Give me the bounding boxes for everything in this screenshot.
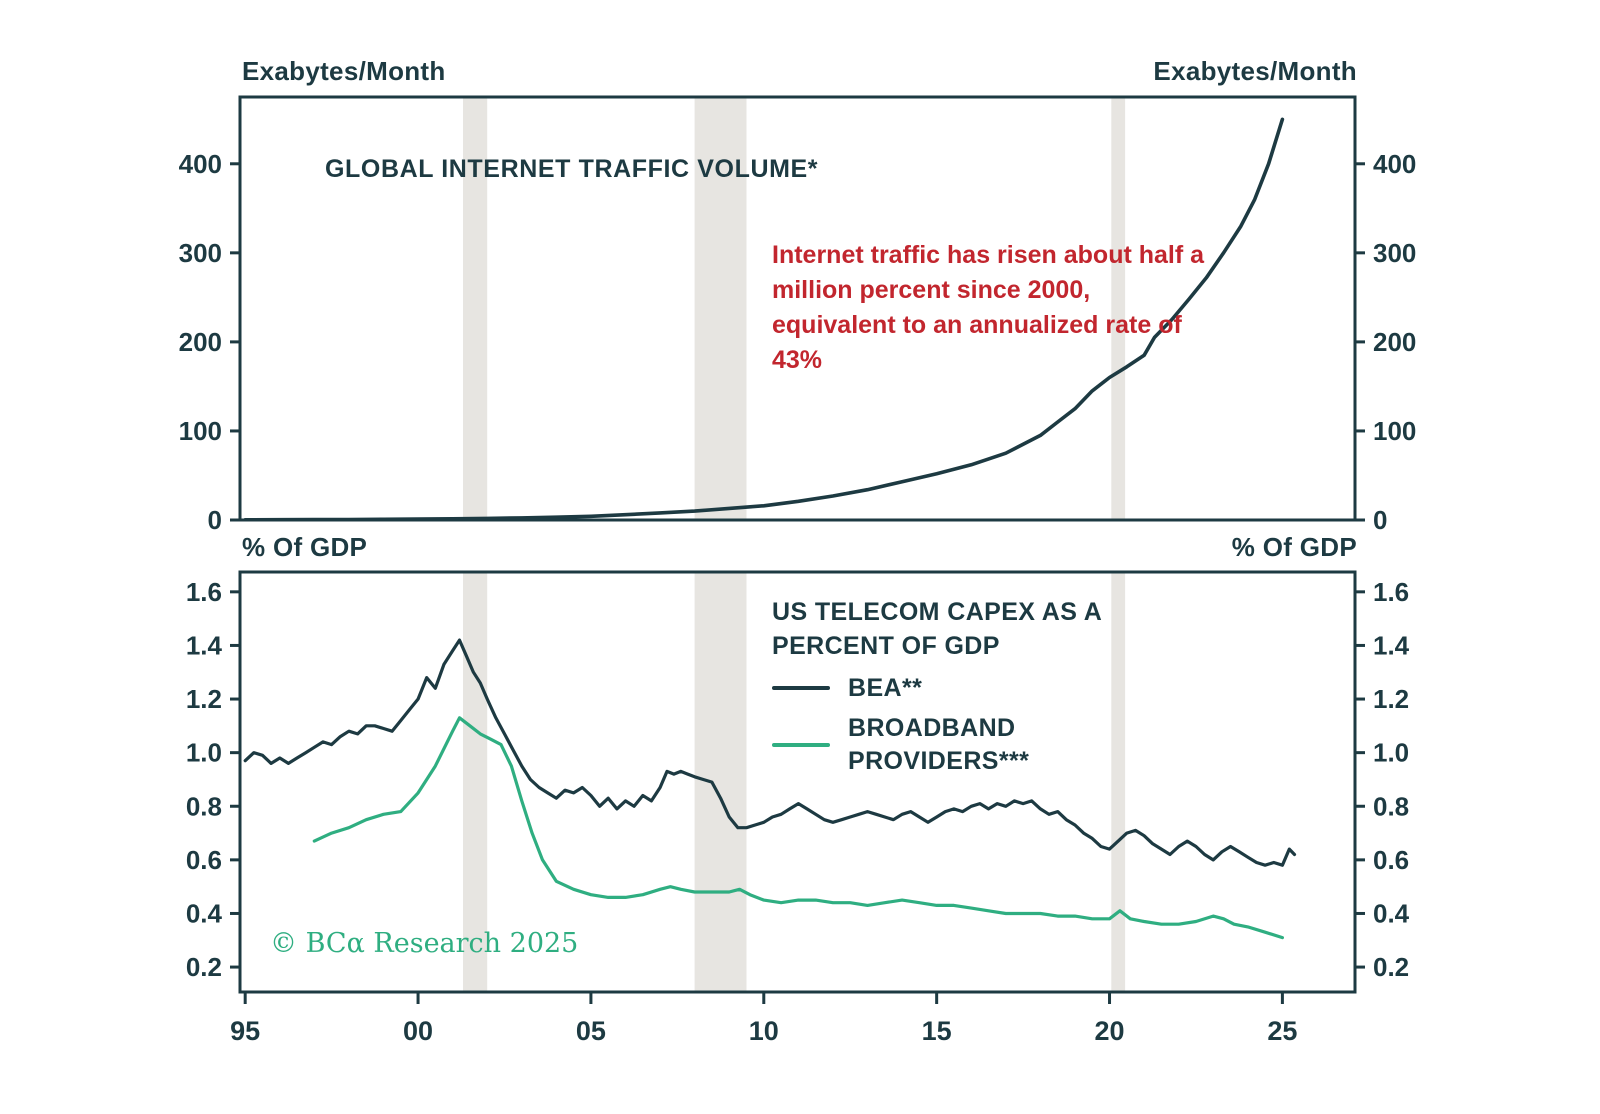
y-tick-label-left: 0.4 — [186, 898, 223, 928]
top-axis-unit-right: Exabytes/Month — [1153, 56, 1357, 86]
y-tick-label-right: 200 — [1373, 327, 1416, 357]
recession-band — [694, 572, 747, 992]
recession-band — [463, 97, 488, 520]
y-tick-label-left: 0 — [208, 505, 222, 535]
y-tick-label-left: 100 — [179, 416, 222, 446]
y-tick-label-right: 0.6 — [1373, 845, 1409, 875]
x-tick-label: 05 — [576, 1016, 606, 1046]
y-tick-label-right: 300 — [1373, 238, 1416, 268]
series-line-bea — [243, 638, 1297, 867]
watermark: © BCα Research 2025 — [270, 928, 579, 959]
top-axis-unit-left: Exabytes/Month — [242, 56, 446, 86]
y-tick-label-left: 0.2 — [186, 952, 222, 982]
y-tick-label-left: 1.2 — [186, 684, 222, 714]
y-tick-label-left: 200 — [179, 327, 222, 357]
bottom-chart-title: US TELECOM CAPEX AS A PERCENT OF GDP — [772, 598, 1102, 660]
recession-band — [694, 97, 747, 520]
y-tick-label-right: 1.6 — [1373, 577, 1409, 607]
panel-border — [238, 95, 1357, 522]
series-line-global-internet-traffic-volume — [243, 117, 1285, 520]
legend-swatch-broadband — [772, 742, 830, 747]
y-tick-label-left: 1.6 — [186, 577, 222, 607]
top-chart-title: GLOBAL INTERNET TRAFFIC VOLUME* — [325, 155, 819, 183]
y-tick-label-right: 400 — [1373, 149, 1416, 179]
y-tick-label-right: 0.2 — [1373, 952, 1409, 982]
y-tick-label-left: 0.8 — [186, 791, 222, 821]
x-tick-label: 15 — [922, 1016, 952, 1046]
legend-label-bea: BEA** — [848, 674, 923, 702]
legend-swatch-bea — [772, 686, 830, 691]
y-tick-label-left: 0.6 — [186, 845, 222, 875]
legend-label-broadband: BROADBAND PROVIDERS*** — [848, 714, 1030, 775]
legend-item-bea: BEA** — [772, 672, 922, 705]
recession-band — [463, 572, 488, 992]
x-tick-label: 00 — [403, 1016, 433, 1046]
y-tick-label-right: 1.0 — [1373, 738, 1409, 768]
legend-item-broadband: BROADBAND PROVIDERS*** — [772, 712, 1088, 777]
x-tick-label: 95 — [230, 1016, 260, 1046]
bottom-axis-unit-right: % Of GDP — [1231, 532, 1357, 562]
y-tick-label-left: 400 — [179, 149, 222, 179]
y-tick-label-right: 0.8 — [1373, 791, 1409, 821]
panel-border — [238, 570, 1357, 994]
bottom-axis-unit-left: % Of GDP — [242, 532, 368, 562]
x-tick-label: 20 — [1095, 1016, 1125, 1046]
y-tick-label-right: 1.4 — [1373, 630, 1410, 660]
recession-band — [1111, 97, 1126, 520]
y-tick-label-left: 1.4 — [186, 630, 223, 660]
y-tick-label-left: 300 — [179, 238, 222, 268]
y-tick-label-right: 100 — [1373, 416, 1416, 446]
x-tick-label: 10 — [749, 1016, 779, 1046]
recession-band — [1111, 572, 1126, 992]
y-tick-label-right: 0 — [1373, 505, 1387, 535]
y-tick-label-left: 1.0 — [186, 738, 222, 768]
x-tick-label: 25 — [1267, 1016, 1297, 1046]
y-tick-label-right: 0.4 — [1373, 898, 1410, 928]
series-line-broadband-providers — [312, 716, 1284, 940]
annotation-text: Internet traffic has risen about half a … — [772, 241, 1205, 374]
y-tick-label-right: 1.2 — [1373, 684, 1409, 714]
